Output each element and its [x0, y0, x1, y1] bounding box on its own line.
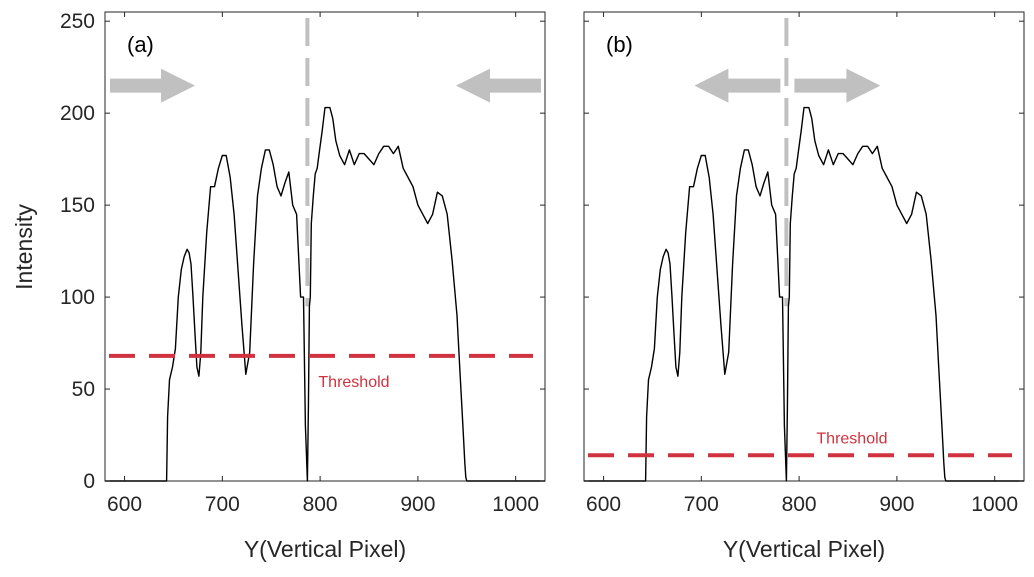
- threshold-label: Threshold: [816, 430, 887, 447]
- x-ticks: 600 700 800 900 1000: [586, 12, 1018, 516]
- x-tick-label: 1000: [971, 493, 1018, 516]
- left-arrow-icon: [456, 68, 541, 103]
- y-tick-label: 100: [60, 286, 95, 309]
- x-tick-label: 700: [684, 493, 719, 516]
- y-ticks: [584, 20, 1024, 482]
- plot-frame: [104, 11, 546, 482]
- right-arrow-icon: [794, 68, 881, 103]
- y-tick-label: 50: [72, 378, 95, 401]
- y-ticks: 0 50 100 150 200 250: [60, 10, 545, 493]
- series-line: [584, 106, 1024, 482]
- threshold-label: Threshold: [318, 374, 389, 391]
- x-tick-label: 700: [205, 493, 240, 516]
- plot-frame: [583, 11, 1025, 482]
- left-arrow-icon: [694, 68, 781, 103]
- panel-label: (b): [606, 32, 633, 57]
- y-tick-label: 0: [83, 470, 95, 493]
- x-tick-label: 800: [303, 493, 338, 516]
- series-line: [105, 106, 545, 482]
- x-tick-label: 800: [782, 493, 817, 516]
- panel-label: (a): [127, 32, 154, 57]
- arrows: [110, 68, 541, 103]
- x-tick-label: 900: [400, 493, 435, 516]
- x-tick-label: 600: [586, 493, 621, 516]
- x-axis-title: Y(Vertical Pixel): [723, 536, 885, 562]
- y-axis-title: Intensity: [11, 204, 37, 290]
- y-tick-label: 250: [60, 10, 95, 33]
- y-tick-label: 200: [60, 102, 95, 125]
- panel-a: Threshold (a) 600 700 800 900 1000 0 50 100 150…: [60, 10, 546, 562]
- x-ticks: 600 700 800 900 1000: [107, 12, 539, 516]
- x-tick-label: 600: [107, 493, 142, 516]
- arrows: [694, 68, 881, 103]
- x-tick-label: 900: [879, 493, 914, 516]
- x-tick-label: 1000: [492, 493, 539, 516]
- right-arrow-icon: [110, 68, 195, 103]
- x-axis-title: Y(Vertical Pixel): [244, 536, 406, 562]
- y-tick-label: 150: [60, 194, 95, 217]
- panel-b: Threshold (b) 600 700 800 900 1000 Y(Vertica…: [583, 11, 1025, 562]
